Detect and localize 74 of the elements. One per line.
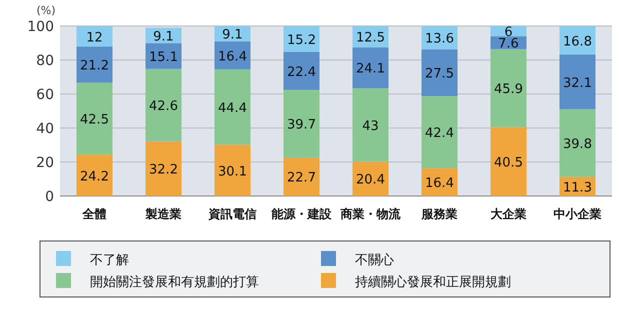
data-label: 16.4	[425, 176, 454, 192]
y-axis-title: (%)	[36, 4, 56, 17]
data-label: 27.5	[425, 66, 454, 82]
y-tick-label: 60	[36, 87, 54, 103]
y-tick-label: 40	[36, 121, 54, 137]
x-tick-label: 全體	[82, 207, 106, 221]
bar	[76, 154, 112, 196]
legend-label: 不了解	[90, 253, 129, 268]
x-tick-label: 資訊電信	[208, 207, 256, 221]
bar	[214, 69, 250, 145]
data-label: 24.1	[356, 62, 385, 77]
bar	[422, 96, 458, 168]
data-label: 32.1	[563, 76, 592, 91]
bar	[422, 168, 458, 196]
data-label: 22.4	[287, 64, 316, 80]
data-label: 30.1	[218, 164, 247, 180]
bar	[352, 161, 388, 196]
bar	[76, 46, 112, 83]
data-label: 13.6	[425, 32, 454, 47]
data-label: 45.9	[494, 82, 523, 98]
data-label: 12.5	[356, 30, 385, 46]
data-label: 39.7	[287, 118, 316, 133]
bar	[560, 54, 596, 110]
data-label: 42.4	[425, 126, 454, 142]
legend-label: 開始關注發展和有規劃的打算	[90, 275, 259, 290]
bar	[146, 141, 182, 196]
bar	[76, 26, 112, 47]
data-label: 39.8	[563, 136, 592, 152]
data-label: 16.8	[563, 34, 592, 50]
bar	[560, 109, 596, 177]
data-label: 9.1	[153, 29, 174, 44]
data-label: 21.2	[80, 58, 109, 74]
data-label: 42.5	[80, 112, 109, 128]
x-tick-label: 製造業	[144, 207, 182, 221]
y-tick-label: 20	[36, 155, 54, 171]
data-label: 9.1	[222, 28, 243, 43]
bar	[284, 26, 320, 52]
data-label: 20.4	[356, 172, 385, 188]
x-tick-label: 能源・建設	[272, 207, 332, 221]
data-label: 44.4	[218, 101, 247, 116]
data-label: 43	[362, 118, 379, 134]
bar	[76, 82, 112, 155]
data-label: 7.6	[498, 36, 519, 52]
y-tick-label: 100	[27, 19, 54, 35]
data-label: 11.3	[563, 180, 592, 196]
bar	[146, 68, 182, 142]
data-label: 32.2	[149, 162, 178, 178]
x-tick-label: 商業・物流	[340, 207, 402, 221]
bar	[422, 49, 458, 96]
bar	[490, 49, 526, 128]
bar	[490, 127, 526, 196]
bar	[284, 157, 320, 196]
x-tick-label: 大企業	[490, 207, 526, 221]
data-label: 22.7	[287, 170, 316, 186]
x-tick-label: 中小企業	[554, 207, 602, 221]
data-label: 15.1	[149, 50, 178, 66]
data-label: 12	[86, 30, 103, 46]
bar	[352, 88, 388, 162]
data-label: 16.4	[218, 49, 247, 64]
legend-label: 持續關心發展和正展開規劃	[355, 274, 511, 290]
bar	[214, 41, 250, 70]
bar	[146, 43, 182, 69]
data-label: 24.2	[80, 169, 109, 184]
legend-label: 不關心	[355, 252, 394, 268]
data-label: 15.2	[287, 32, 316, 48]
y-tick-label: 80	[36, 53, 54, 69]
y-tick-label: 0	[45, 189, 54, 205]
bar	[214, 144, 250, 196]
data-label: 42.6	[149, 99, 178, 114]
bar	[284, 52, 320, 90]
bar	[352, 47, 388, 88]
x-tick-label: 服務業	[420, 207, 458, 221]
bar	[284, 90, 320, 158]
data-label: 40.5	[494, 156, 523, 171]
